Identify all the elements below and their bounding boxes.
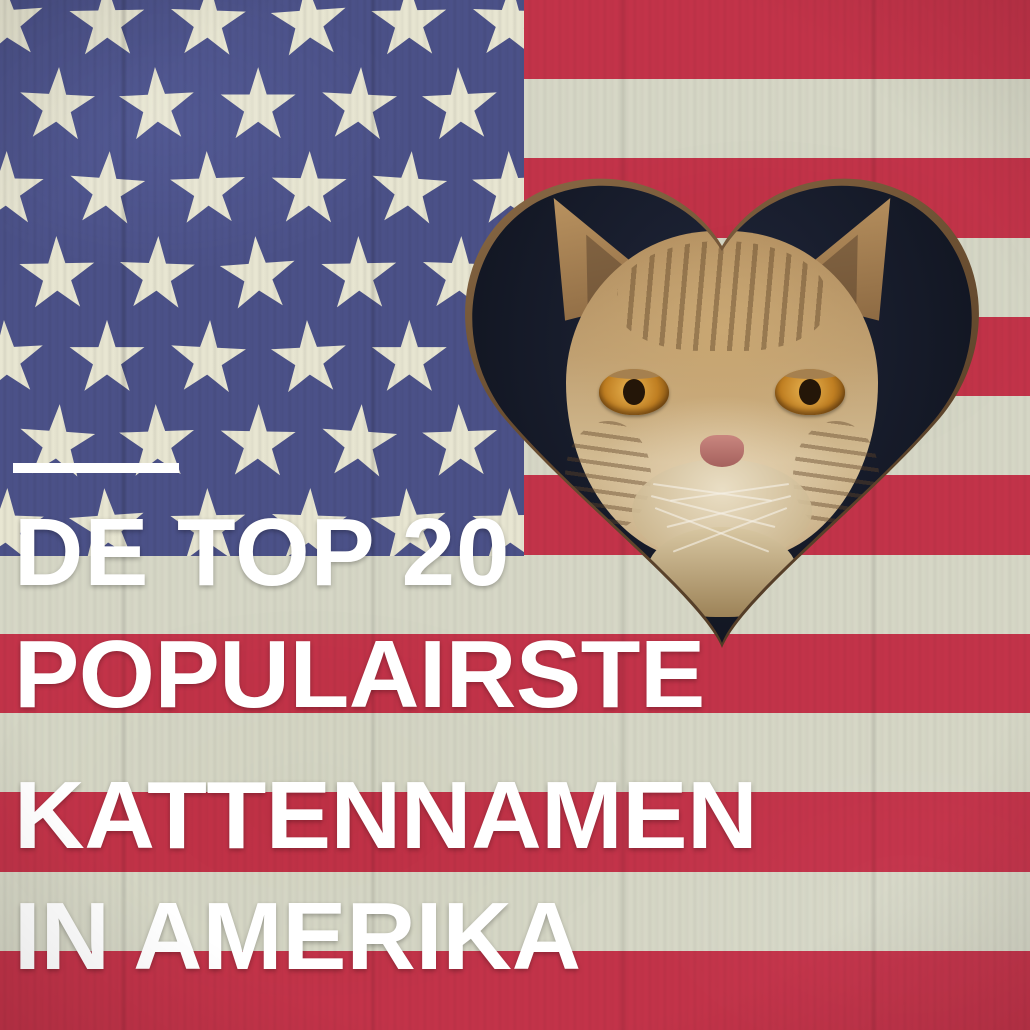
flag-star (368, 149, 451, 232)
title-divider-rule (13, 463, 179, 473)
flag-star (269, 151, 348, 230)
flag-star (0, 0, 48, 64)
flag-stripe (0, 792, 1030, 873)
flag-star (218, 403, 297, 482)
flag-star (217, 233, 300, 316)
flag-stripe (0, 871, 1030, 952)
flag-star (67, 0, 146, 62)
cat-chin (647, 527, 797, 617)
cat-forehead-stripes (617, 241, 827, 351)
flag-star (65, 149, 148, 232)
headline-line-4: IN AMERIKA (14, 883, 582, 990)
cat-eye-right (775, 369, 845, 415)
flag-stripe (0, 713, 1030, 794)
headline-line-3: KATTENNAMEN (14, 762, 758, 869)
flag-star (370, 0, 449, 62)
flag-star (69, 319, 145, 391)
heart-cutout (452, 168, 992, 658)
flag-stripe (0, 633, 1030, 715)
cat-eyelid-right (775, 369, 845, 379)
flag-star (220, 67, 296, 139)
flag-star (470, 0, 524, 62)
cat-nose (700, 435, 744, 467)
headline-line-2: POPULAIRSTE (14, 621, 705, 728)
cat-eye-left (599, 369, 669, 415)
flag-star (318, 65, 400, 147)
flag-stripe (0, 950, 1030, 1030)
flag-star (167, 0, 248, 62)
flag-star (116, 65, 198, 147)
heart-inner-shadow (459, 175, 985, 648)
flag-star (268, 318, 350, 400)
flag-star (317, 401, 400, 484)
headline-line-1: DE TOP 20 (14, 499, 511, 606)
cat-eyelid-left (599, 369, 669, 379)
flag-star (16, 65, 98, 147)
flag-star (0, 318, 47, 400)
flag-star (167, 150, 248, 231)
flag-star (167, 318, 249, 400)
flag-stripe (0, 554, 1030, 635)
flag-star (0, 151, 46, 230)
flag-star (17, 235, 96, 314)
flag-star (267, 0, 350, 64)
cat-pupil-left (623, 379, 645, 405)
tabby-cat-face (557, 183, 887, 613)
flag-star (117, 234, 198, 315)
cat-pupil-right (799, 379, 821, 405)
flag-star (319, 235, 398, 314)
flag-star (419, 65, 501, 147)
flag-star (371, 319, 447, 391)
